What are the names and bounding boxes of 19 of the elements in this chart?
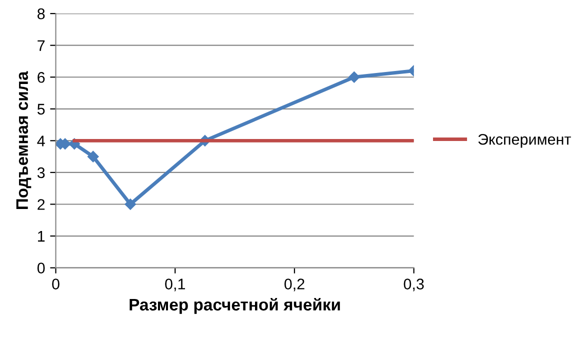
legend-label: Эксперимент bbox=[478, 134, 571, 148]
y-tick-label: 5 bbox=[37, 104, 45, 115]
y-tick-label: 4 bbox=[37, 136, 45, 146]
x-tick-label: 0,1 bbox=[165, 278, 185, 292]
x-axis-title: Размер расчетной ячейки bbox=[130, 298, 340, 314]
point bbox=[124, 198, 136, 210]
x-tick-label: 0 bbox=[52, 278, 60, 290]
y-tick-label: 1 bbox=[38, 231, 45, 242]
y-axis-title: Подъемная сила bbox=[16, 71, 32, 209]
point bbox=[88, 150, 99, 162]
y-tick-label: 8 bbox=[38, 8, 45, 20]
x-tick-label: 0,2 bbox=[284, 278, 304, 292]
point bbox=[348, 72, 360, 83]
x-tick-label: 0,3 bbox=[404, 278, 424, 292]
y-tick-label: 6 bbox=[38, 72, 45, 83]
y-tick-label: 7 bbox=[38, 40, 45, 51]
y-tick-label: 0 bbox=[37, 262, 45, 274]
y-tick-label: 2 bbox=[38, 199, 45, 210]
y-tick-label: 3 bbox=[37, 167, 45, 178]
